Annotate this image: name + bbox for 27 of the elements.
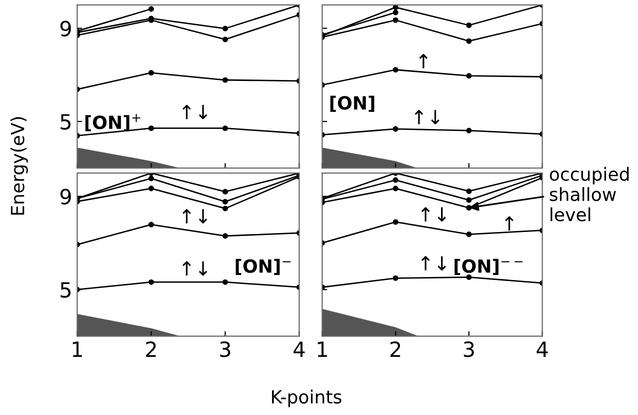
text: [ON]$^{−−}$ [454, 258, 522, 276]
annotation: ↑↓ [421, 207, 446, 222]
x-tick-label: 3 [464, 341, 474, 358]
y-axis-title: Energy(eV) [10, 117, 28, 215]
annotation: ↑↓ [414, 110, 440, 124]
x-tick-label: 3 [220, 341, 230, 358]
x-tick-label: 1 [318, 342, 327, 357]
annotation: ↑ [419, 54, 428, 68]
x-tick-label: 2 [146, 341, 156, 357]
text: [ON]$^{+}$ [85, 114, 140, 132]
y-tick-label: 9 [60, 20, 71, 36]
x-tick-label: 4 [294, 342, 305, 357]
y-tick-label: 5 [60, 114, 71, 130]
annotation: ↑↓ [182, 209, 208, 224]
y-tick-label: 9 [60, 188, 71, 205]
annotation: ↑ [505, 216, 514, 231]
y-tick-label: 5 [60, 282, 71, 298]
annotation: ↑↓ [182, 104, 208, 120]
x-tick-label: 1 [72, 342, 82, 357]
x-axis-title: K-points [272, 390, 342, 408]
x-tick-label: 2 [390, 341, 400, 357]
x-tick-label: 4 [536, 342, 548, 357]
annotation: occupied shallow level [550, 166, 629, 222]
annotation: ↑↓ [182, 261, 208, 276]
text: [ON]$^{−}$ [236, 258, 291, 276]
annotation: ↑↓ [421, 256, 446, 270]
text: [ON] [330, 96, 374, 112]
